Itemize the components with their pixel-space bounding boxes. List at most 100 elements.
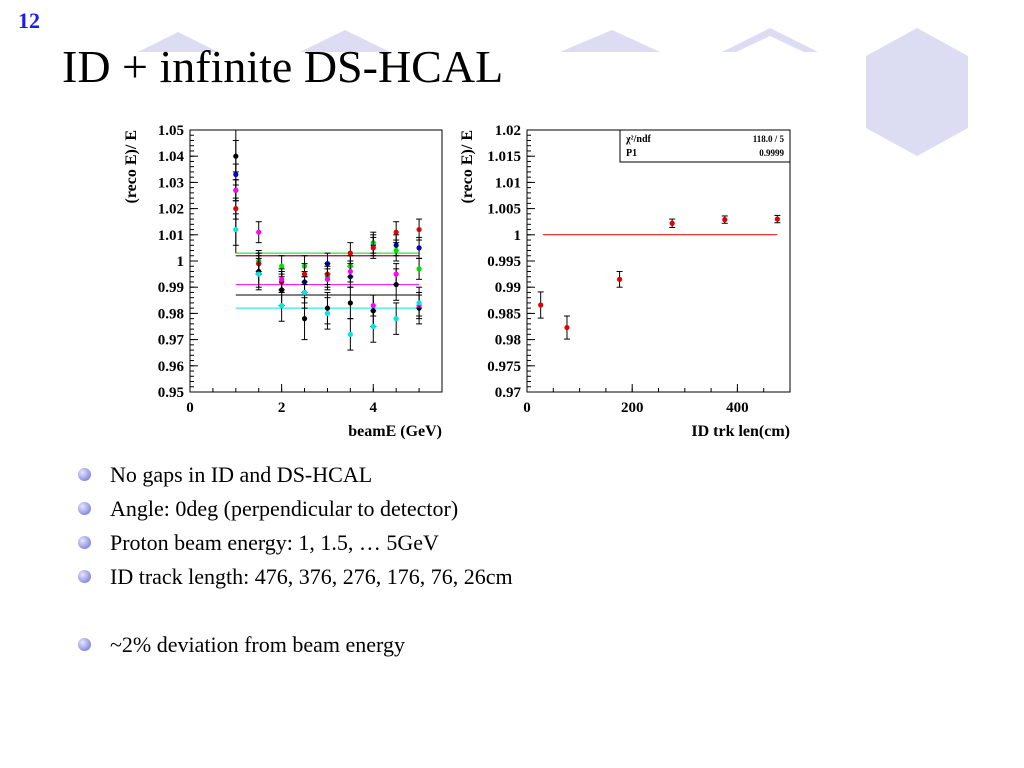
y-tick-label: 1: [177, 254, 185, 270]
plot-frame: [526, 129, 791, 393]
deco-triangle-1: [138, 32, 218, 52]
deco-triangle-3: [560, 30, 660, 52]
y-tick-label: 0.96: [158, 359, 185, 375]
data-point: [370, 245, 376, 251]
data-point: [347, 331, 353, 337]
x-tick-label: 400: [726, 400, 749, 416]
data-point: [301, 316, 308, 322]
y-tick-label: 0.98: [495, 333, 521, 349]
y-tick-label: 0.975: [487, 359, 521, 375]
bullet-item: Angle: 0deg (perpendicular to detector): [78, 492, 513, 526]
y-tick-label: 0.985: [487, 306, 521, 322]
slide-number: 12: [18, 8, 40, 33]
data-point: [301, 289, 308, 296]
x-tick-label: 0: [523, 400, 531, 416]
data-point: [722, 217, 728, 223]
y-tick-label: 1.02: [495, 123, 521, 139]
data-point: [669, 220, 675, 226]
data-point: [416, 226, 422, 233]
bullet-icon: [78, 502, 91, 515]
y-tick-label: 1.01: [495, 175, 521, 191]
stats-value: 0.9999: [759, 148, 784, 158]
deco-chevron: [722, 28, 818, 52]
bullet-item: Proton beam energy: 1, 1.5, … 5GeV: [78, 526, 513, 560]
data-point: [393, 247, 399, 254]
bullet-text: Angle: 0deg (perpendicular to detector): [110, 496, 459, 521]
y-tick-label: 0.97: [158, 333, 185, 349]
bullet-text: ID track length: 476, 376, 276, 176, 76,…: [110, 564, 513, 589]
bullet-list: No gaps in ID and DS-HCAL Angle: 0deg (p…: [78, 458, 513, 662]
stats-value: 118.0 / 5: [753, 134, 785, 144]
decoration-shapes: [138, 28, 968, 156]
data-point: [370, 302, 376, 309]
chart-reco-vs-beam-energy: 0.95 0.96 0.97 0.98 0.99 1 1.01 1.02 1.03 1.04 1.0…: [123, 123, 443, 440]
data-point: [233, 226, 239, 233]
bullet-icon: [78, 468, 91, 481]
y-tick-label: 1.02: [158, 202, 184, 218]
data-point: [393, 271, 399, 277]
x-tick-label: 200: [621, 400, 644, 416]
bullet-text: Proton beam energy: 1, 1.5, … 5GeV: [110, 530, 439, 555]
x-tick-label: 0: [186, 400, 194, 416]
y-tick-label: 0.995: [487, 254, 521, 270]
bullet-icon: [78, 638, 91, 651]
y-tick-label: 1.005: [487, 202, 521, 218]
y-tick-label: 1.015: [487, 149, 521, 165]
data-point: [416, 266, 422, 272]
data-point: [256, 271, 262, 277]
data-point: [370, 323, 376, 330]
deco-triangle-2: [300, 30, 390, 52]
y-tick-label: 0.99: [495, 280, 521, 296]
y-tick-label: 0.95: [158, 385, 184, 401]
stats-box: [619, 129, 791, 163]
y-tick-label: 0.98: [158, 306, 184, 322]
data-point: [324, 310, 331, 316]
slide-decoration: [138, 28, 968, 156]
y-tick-label: 1.04: [158, 149, 185, 165]
data-point: [416, 300, 422, 306]
data-point: [233, 153, 239, 159]
x-axis-label: ID trk len(cm): [691, 423, 790, 440]
y-tick-label: 1.05: [158, 123, 184, 139]
data-point: [347, 268, 353, 275]
x-axis-label: beamE (GeV): [348, 423, 442, 440]
y-tick-label: 1: [514, 228, 522, 244]
y-tick-label: 1.03: [158, 175, 184, 191]
x-tick-label: 2: [278, 400, 286, 416]
data-point: [538, 302, 544, 308]
slide-title: ID + infinite DS-HCAL: [62, 41, 504, 92]
data-point: [279, 302, 285, 309]
data-point: [393, 229, 399, 235]
stats-label: P1: [626, 148, 637, 159]
data-point: [279, 276, 285, 282]
bullet-icon: [78, 570, 91, 583]
plot-frame: [189, 129, 443, 393]
data-point: [301, 271, 308, 277]
data-point: [233, 187, 239, 193]
data-point: [393, 316, 399, 322]
y-axis-label: (reco E)/ E: [459, 130, 476, 203]
bullet-item: ~2% deviation from beam energy: [78, 628, 513, 662]
bullet-item: No gaps in ID and DS-HCAL: [78, 458, 513, 492]
y-tick-label: 1.01: [158, 228, 184, 244]
y-tick-label: 0.97: [495, 385, 522, 401]
data-point: [279, 263, 285, 269]
bullet-text: No gaps in ID and DS-HCAL: [110, 462, 373, 487]
bullet-text: ~2% deviation from beam energy: [110, 632, 405, 657]
data-point: [416, 245, 422, 251]
data-point: [347, 250, 353, 256]
y-axis-label: (reco E)/ E: [123, 130, 140, 203]
bullet-item: ID track length: 476, 376, 276, 176, 76,…: [78, 560, 513, 594]
stats-label: χ²/ndf: [625, 134, 652, 145]
data-point: [233, 206, 239, 212]
chart-reco-vs-track-length: 0.97 0.975 0.98 0.985 0.99 0.995 1 1.005 1.01 1.0…: [459, 123, 791, 440]
data-point: [233, 171, 239, 178]
data-point: [324, 276, 331, 282]
data-point: [347, 300, 353, 306]
y-tick-label: 0.99: [158, 280, 184, 296]
data-point: [564, 324, 570, 331]
x-tick-label: 4: [370, 400, 378, 416]
bullet-icon: [78, 536, 91, 549]
data-point: [774, 216, 780, 222]
plots-canvas: 0.95 0.96 0.97 0.98 0.99 1 1.01 1.02 1.03 1.04 1.0…: [123, 123, 791, 440]
